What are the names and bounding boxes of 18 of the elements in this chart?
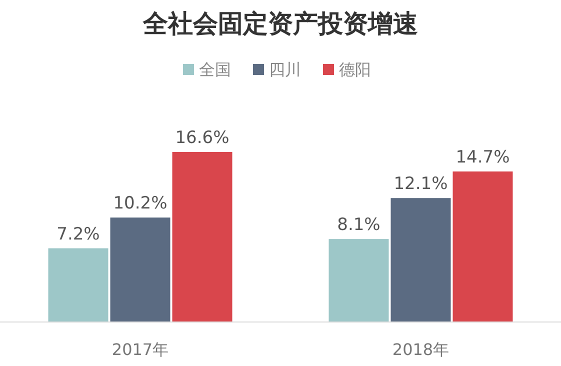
data-label: 8.1%: [337, 215, 380, 236]
data-label: 10.2%: [113, 194, 168, 214]
data-label: 14.7%: [456, 147, 510, 168]
bar: [110, 218, 170, 322]
bar: [172, 152, 232, 322]
bar: [452, 171, 513, 322]
chart-title: 全社会固定资产投资增速: [142, 9, 418, 38]
data-label: 16.6%: [175, 128, 230, 148]
data-label: 7.2%: [56, 224, 100, 244]
bar: [328, 239, 389, 322]
legend-label: 四川: [269, 60, 301, 79]
bar: [48, 248, 108, 322]
bar: [390, 198, 451, 322]
data-label: 12.1%: [394, 174, 448, 194]
x-tick-label: 2017年: [112, 340, 169, 359]
x-tick-label: 2018年: [392, 340, 450, 359]
legend-label: 德阳: [339, 60, 371, 79]
legend-label: 全国: [199, 60, 231, 79]
